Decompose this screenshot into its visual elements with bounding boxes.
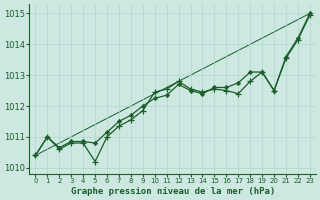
X-axis label: Graphe pression niveau de la mer (hPa): Graphe pression niveau de la mer (hPa) xyxy=(70,187,275,196)
